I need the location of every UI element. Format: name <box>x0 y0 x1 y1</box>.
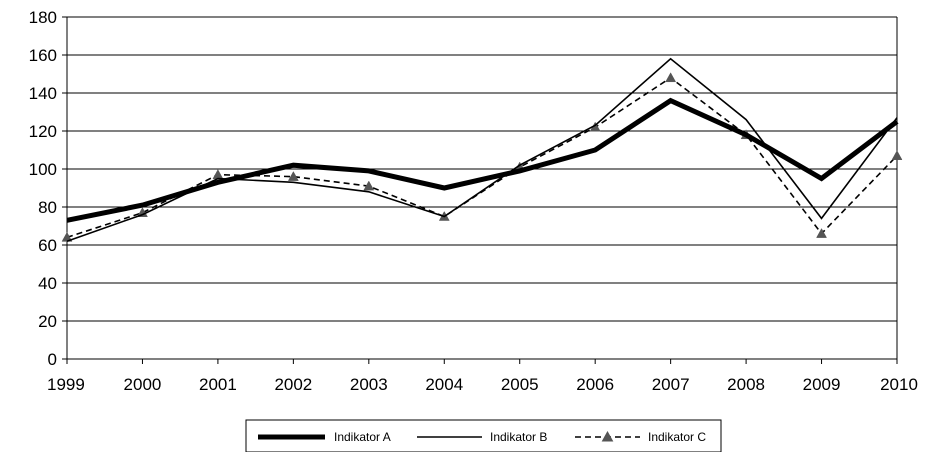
x-tick-label: 2003 <box>350 375 388 394</box>
y-tick-label: 40 <box>38 274 57 293</box>
x-tick-label: 2007 <box>652 375 690 394</box>
legend-marker-indikator-c <box>601 430 614 442</box>
series-line-indikator-a <box>66 97 899 223</box>
legend-label: Indikator B <box>490 430 547 444</box>
y-tick-label: 180 <box>29 8 57 27</box>
series-line-indikator-c <box>66 76 898 239</box>
x-tick-label: 2009 <box>803 375 841 394</box>
x-tick-label: 2001 <box>199 375 237 394</box>
y-tick-label: 120 <box>29 122 57 141</box>
axes: 0 20 40 60 80 100 120 140 160 180 1999 2000 2001 2002… <box>29 8 918 394</box>
y-tick-label: 100 <box>29 160 57 179</box>
y-tick-label: 80 <box>38 198 57 217</box>
grid <box>67 16 898 359</box>
x-tick-label: 2004 <box>425 375 463 394</box>
x-tick-label: 2005 <box>501 375 539 394</box>
x-tick-label: 2002 <box>274 375 312 394</box>
y-tick-label: 140 <box>29 84 57 103</box>
data-point-indikator-c <box>891 150 903 160</box>
data-point-indikator-c <box>212 169 224 179</box>
x-tick-label: 2010 <box>880 375 918 394</box>
series-lines <box>61 57 903 242</box>
x-tick-label: 2000 <box>124 375 162 394</box>
y-tick-label: 60 <box>38 236 57 255</box>
x-tick-label: 1999 <box>47 375 85 394</box>
legend-label: Indikator C <box>648 430 706 444</box>
data-point-indikator-c <box>137 207 148 217</box>
legend: Indikator A Indikator B Indikator C <box>245 419 722 452</box>
x-tick-label: 2006 <box>576 375 614 394</box>
legend-box <box>245 419 722 452</box>
data-point-indikator-c <box>816 228 827 238</box>
legend-label: Indikator A <box>334 430 391 444</box>
data-point-indikator-c <box>287 171 299 181</box>
x-tick-label: 2008 <box>727 375 765 394</box>
y-tick-label: 0 <box>48 350 57 369</box>
data-point-indikator-c <box>363 180 375 191</box>
y-tick-label: 20 <box>38 312 57 331</box>
data-point-indikator-c <box>61 231 73 242</box>
y-tick-label: 160 <box>29 46 57 65</box>
data-point-indikator-c <box>665 72 677 83</box>
